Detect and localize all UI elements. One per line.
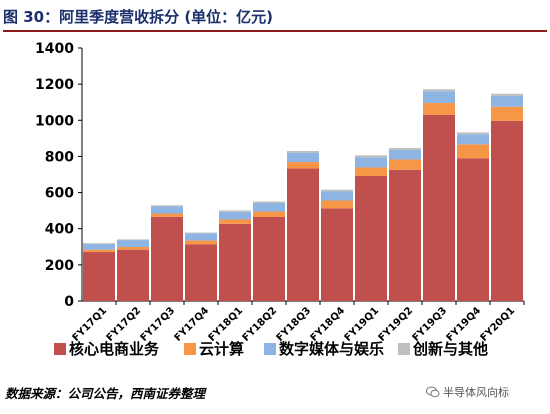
bar-segment: [389, 159, 421, 170]
bar-segment: [287, 168, 319, 301]
bar-segment: [491, 120, 523, 302]
bar-segment: [151, 206, 183, 214]
legend-label: 数字媒体与娱乐: [279, 340, 384, 358]
bar-segment: [117, 240, 149, 247]
bar-segment: [117, 239, 149, 241]
bar-segment: [151, 205, 183, 207]
x-tick-label: FY19Q2: [377, 305, 416, 344]
bar-segment: [83, 244, 115, 250]
x-tick-label: FY18Q2: [241, 305, 280, 344]
y-tick-label: 400: [45, 222, 74, 238]
bar-segment: [491, 93, 523, 96]
bar-segment: [457, 132, 489, 135]
y-tick-label: 1200: [35, 77, 74, 93]
legend-swatch: [54, 343, 66, 355]
bar-segment: [185, 232, 217, 234]
bar-segment: [287, 152, 319, 163]
bar-segment: [355, 157, 387, 168]
bar-segment: [219, 211, 251, 220]
x-tick-label: FY19Q1: [343, 305, 382, 344]
bar-segment: [253, 211, 285, 217]
bar-segment: [491, 106, 523, 121]
source-note: 数据来源：公司公告，西南证券整理: [5, 386, 206, 401]
x-tick-label: FY19Q3: [411, 305, 450, 344]
legend-label: 云计算: [199, 340, 244, 358]
y-tick-label: 0: [64, 294, 74, 310]
bar-segment: [389, 147, 421, 150]
bar-segment: [355, 175, 387, 301]
bar-segment: [491, 95, 523, 107]
bar-segment: [321, 200, 353, 209]
bar-segment: [321, 208, 353, 301]
figure-title: 图 30：阿里季度营收拆分 (单位：亿元): [3, 4, 547, 32]
legend-swatch: [184, 343, 196, 355]
bar-segment: [423, 102, 455, 115]
legend-label: 核心电商业务: [69, 340, 160, 358]
x-tick-label: FY19Q4: [445, 305, 484, 344]
bar-segment: [151, 216, 183, 301]
bar-segment: [117, 249, 149, 301]
bar-segment: [423, 91, 455, 103]
bar-segment: [185, 244, 217, 301]
x-tick-label: FY20Q1: [479, 305, 518, 344]
x-tick-label: FY17Q2: [105, 305, 144, 344]
legend-swatch: [264, 343, 276, 355]
y-tick-label: 1000: [35, 113, 74, 129]
bar-segment: [219, 210, 251, 212]
legend-swatch: [398, 343, 410, 355]
bar-segment: [457, 158, 489, 301]
x-tick-label: FY17Q1: [71, 305, 110, 344]
legend-label: 创新与其他: [412, 340, 488, 358]
bar-segment: [457, 144, 489, 159]
wechat-icon: [426, 386, 440, 398]
x-tick-label: FY17Q3: [139, 305, 178, 344]
bar-segment: [287, 151, 319, 153]
bar-segment: [321, 189, 353, 192]
bar-segment: [219, 223, 251, 301]
bar-segment: [423, 89, 455, 92]
bar-segment: [457, 134, 489, 145]
bar-segment: [83, 243, 115, 245]
bar-segment: [355, 167, 387, 176]
bar-segment: [185, 240, 217, 245]
bar-segment: [423, 114, 455, 301]
bar-segment: [321, 191, 353, 201]
y-tick-label: 200: [45, 258, 74, 274]
y-tick-label: 800: [45, 149, 74, 165]
bar-segment: [219, 219, 251, 224]
watermark: 半导体风向标: [426, 384, 509, 400]
x-tick-label: FY17Q4: [173, 305, 212, 344]
x-tick-label: FY18Q4: [309, 305, 348, 344]
bar-segment: [151, 213, 183, 217]
bar-segment: [117, 246, 149, 250]
bar-segment: [83, 252, 115, 301]
x-tick-label: FY18Q1: [207, 305, 246, 344]
bar-segment: [389, 169, 421, 301]
bar-segment: [253, 216, 285, 301]
bar-segment: [185, 233, 217, 241]
bar-segment: [253, 201, 285, 203]
watermark-text: 半导体风向标: [443, 386, 509, 399]
bar-segment: [83, 249, 115, 253]
bar-segment: [355, 155, 387, 158]
y-tick-label: 600: [45, 186, 74, 202]
bar-segment: [389, 149, 421, 160]
bar-segment: [287, 162, 319, 169]
bar-segment: [253, 202, 285, 212]
y-tick-label: 1400: [35, 41, 74, 57]
x-tick-label: FY18Q3: [275, 305, 314, 344]
